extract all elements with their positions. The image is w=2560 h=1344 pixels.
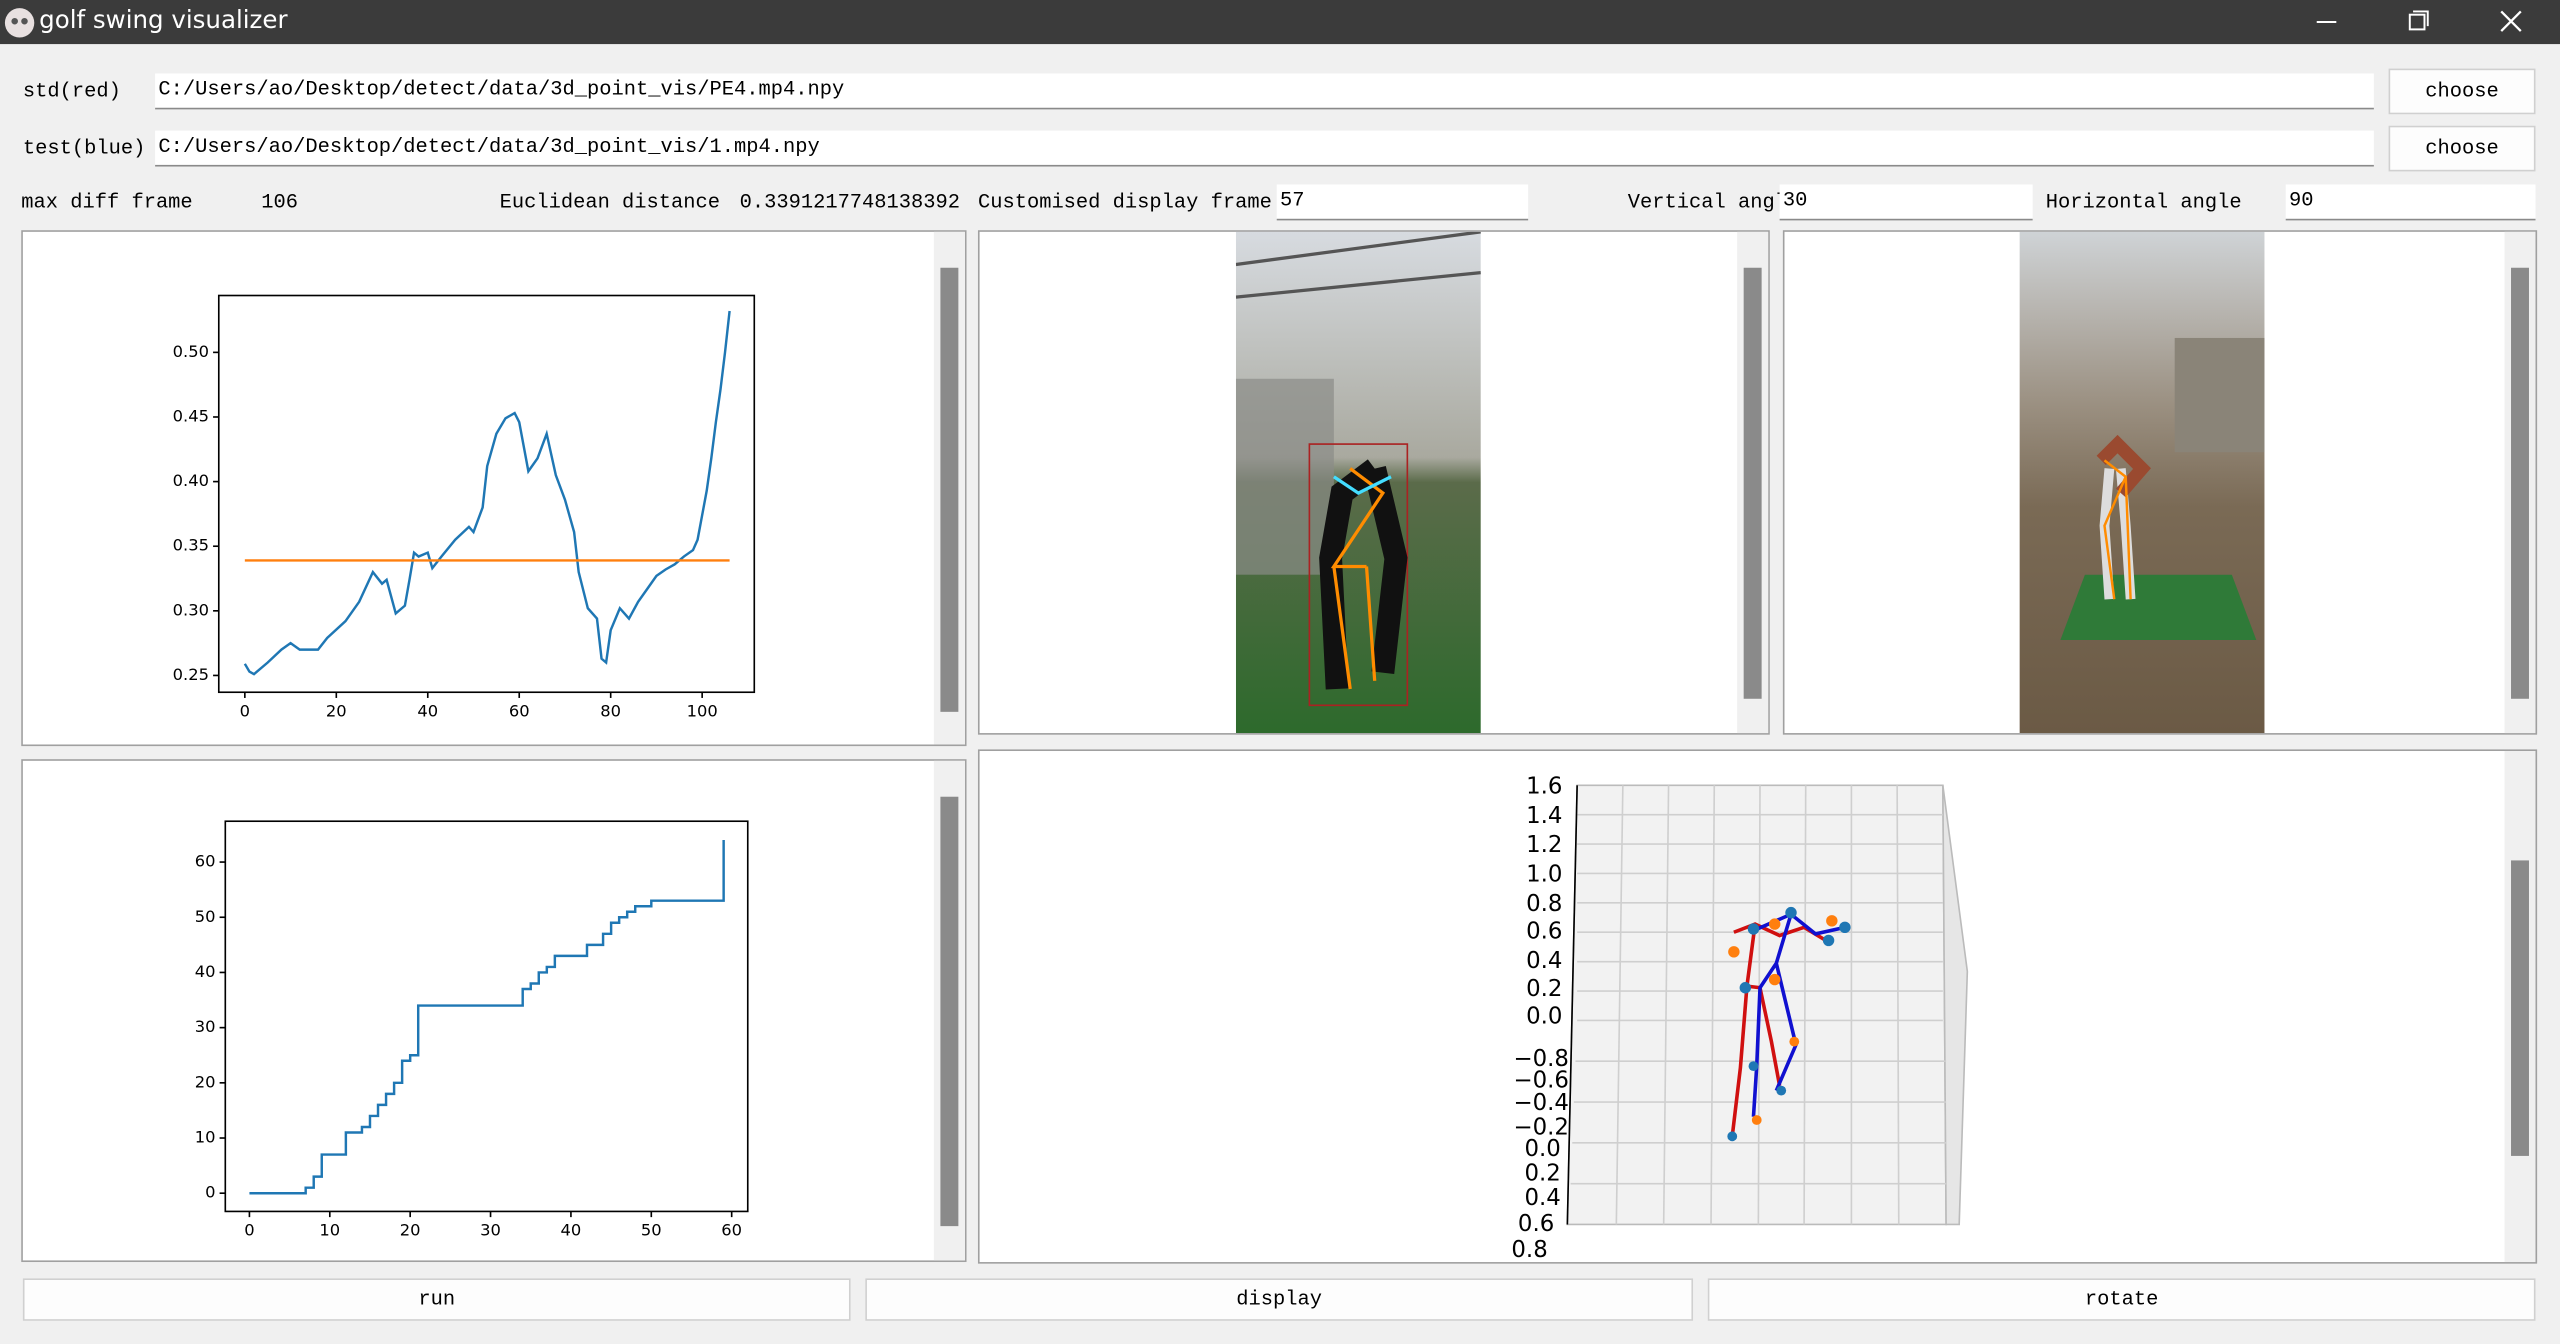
y-tick-label: 0.25 bbox=[173, 665, 209, 684]
axis-label: −0.6 bbox=[1513, 1067, 1568, 1093]
choose-std-button[interactable]: choose bbox=[2388, 68, 2536, 115]
x-tick-label: 100 bbox=[687, 701, 718, 720]
axis-label: 0.6 bbox=[1526, 919, 1562, 945]
axis-label: −0.8 bbox=[1513, 1046, 1568, 1072]
std-path-input[interactable]: C:/Users/ao/Desktop/detect/data/3d_point… bbox=[155, 73, 2374, 110]
x-tick-label: 40 bbox=[417, 701, 438, 720]
x-tick-label: 60 bbox=[721, 1221, 742, 1240]
axis-label: 0.6 bbox=[1518, 1211, 1554, 1237]
alignment-panel: 0 10 20 30 40 50 60 0 10 20 30 40 50 60 bbox=[21, 759, 967, 1263]
axis-label: 0.8 bbox=[1526, 891, 1562, 917]
test-video-panel bbox=[1782, 230, 2538, 735]
scrollbar[interactable] bbox=[1737, 231, 1769, 734]
vertical-label: Vertical angle bbox=[1627, 191, 1800, 214]
alignment-chart: 0 10 20 30 40 50 60 0 10 20 30 40 50 60 bbox=[195, 820, 749, 1240]
scroll-thumb[interactable] bbox=[940, 796, 959, 1227]
frame-label: Customised display frame bbox=[977, 191, 1272, 214]
run-button[interactable]: run bbox=[22, 1278, 851, 1321]
test-path-input[interactable]: C:/Users/ao/Desktop/detect/data/3d_point… bbox=[155, 130, 2374, 167]
y-tick-label: 0.30 bbox=[173, 600, 209, 619]
x-tick-label: 20 bbox=[400, 1221, 421, 1240]
window-title: golf swing visualizer bbox=[39, 4, 288, 35]
axis-label: −0.4 bbox=[1513, 1090, 1568, 1116]
y-tick-label: 40 bbox=[195, 962, 216, 981]
x-tick-label: 20 bbox=[326, 701, 347, 720]
axis-label: 1.6 bbox=[1526, 773, 1562, 799]
y-tick-label: 0.35 bbox=[173, 536, 209, 555]
axis-label: 1.2 bbox=[1526, 832, 1562, 858]
y-tick-label: 30 bbox=[195, 1017, 216, 1036]
y-tick-label: 0.45 bbox=[173, 406, 209, 425]
pose-3d-plot: 1.61.41.21.00.80.60.40.20.0−0.8−0.6−0.4−… bbox=[1511, 773, 1969, 1262]
max-diff-value: 106 bbox=[261, 191, 298, 214]
axes-frame bbox=[217, 294, 756, 694]
max-diff-label: max diff frame bbox=[21, 191, 193, 214]
distance-chart: 0 20 40 60 80 100 0.25 0.30 0.35 0.40 0.45 0.50 bbox=[173, 294, 756, 720]
x-tick-label: 40 bbox=[561, 1221, 582, 1240]
axes-frame bbox=[224, 820, 749, 1213]
test-video-frame bbox=[2019, 231, 2265, 734]
window-controls[interactable] bbox=[2302, 0, 2560, 44]
series-line bbox=[249, 839, 725, 1195]
scrollbar[interactable] bbox=[2504, 231, 2536, 734]
scrollbar[interactable] bbox=[2504, 751, 2536, 1263]
title-bar: golf swing visualizer bbox=[0, 0, 2560, 45]
x-tick-label: 0 bbox=[244, 1221, 254, 1240]
y-tick-label: 20 bbox=[195, 1072, 216, 1091]
vertical-input[interactable]: 30 bbox=[1779, 184, 2033, 221]
y-tick-label: 60 bbox=[195, 852, 216, 871]
horizontal-label: Horizontal angle bbox=[2045, 191, 2242, 214]
axis-label: 0.4 bbox=[1524, 1185, 1560, 1211]
scrollbar[interactable] bbox=[933, 231, 965, 745]
rotate-button[interactable]: rotate bbox=[1707, 1278, 2536, 1321]
std-video-frame bbox=[1235, 231, 1481, 734]
distance-panel: 0 20 40 60 80 100 0.25 0.30 0.35 0.40 0.45 0.50 bbox=[21, 230, 967, 747]
x-tick-label: 50 bbox=[641, 1221, 662, 1240]
y-tick-label: 50 bbox=[195, 907, 216, 926]
y-tick-label: 10 bbox=[195, 1128, 216, 1147]
scroll-thumb[interactable] bbox=[940, 267, 959, 712]
scrollbar[interactable] bbox=[933, 760, 965, 1261]
axis-label: 1.4 bbox=[1526, 803, 1562, 829]
axis-label: 0.2 bbox=[1524, 1160, 1560, 1186]
x-tick-label: 80 bbox=[600, 701, 621, 720]
y-tick-label: 0 bbox=[205, 1183, 215, 1202]
series-line bbox=[243, 310, 731, 676]
axis-label: 0.2 bbox=[1526, 976, 1562, 1002]
distance-label: Euclidean distance bbox=[499, 191, 721, 214]
pose-3d-panel: 1.6 1.4 1.2 1.0 0.8 0.6 0.4 0.2 0.0 −0.8 −0.6 −0.4−… bbox=[977, 749, 2538, 1264]
axis-label: 0.0 bbox=[1526, 1004, 1562, 1030]
distance-value: 0.3391217748138392 bbox=[739, 191, 961, 214]
std-label: std(red) bbox=[22, 79, 121, 103]
x-tick-label: 0 bbox=[240, 701, 250, 720]
axis-label: 0.0 bbox=[1524, 1136, 1560, 1162]
y-tick-label: 0.50 bbox=[173, 342, 209, 361]
test-label: test(blue) bbox=[22, 137, 146, 160]
axis-label: 0.8 bbox=[1511, 1237, 1547, 1262]
axis-label: 1.0 bbox=[1526, 862, 1562, 888]
scroll-thumb[interactable] bbox=[2511, 267, 2529, 699]
scroll-thumb[interactable] bbox=[2511, 860, 2529, 1156]
std-video-panel bbox=[977, 230, 1770, 735]
scroll-thumb[interactable] bbox=[1743, 267, 1762, 699]
choose-test-button[interactable]: choose bbox=[2388, 125, 2536, 172]
x-tick-label: 60 bbox=[509, 701, 530, 720]
frame-input[interactable]: 57 bbox=[1276, 184, 1529, 221]
display-button[interactable]: display bbox=[865, 1278, 1694, 1321]
x-tick-label: 10 bbox=[319, 1221, 340, 1240]
x-tick-label: 30 bbox=[480, 1221, 501, 1240]
app-icon bbox=[4, 8, 35, 38]
axis-label: 0.4 bbox=[1526, 948, 1562, 974]
axis-label: −0.2 bbox=[1513, 1115, 1568, 1141]
horizontal-input[interactable]: 90 bbox=[2285, 184, 2536, 221]
y-tick-label: 0.40 bbox=[173, 471, 209, 490]
